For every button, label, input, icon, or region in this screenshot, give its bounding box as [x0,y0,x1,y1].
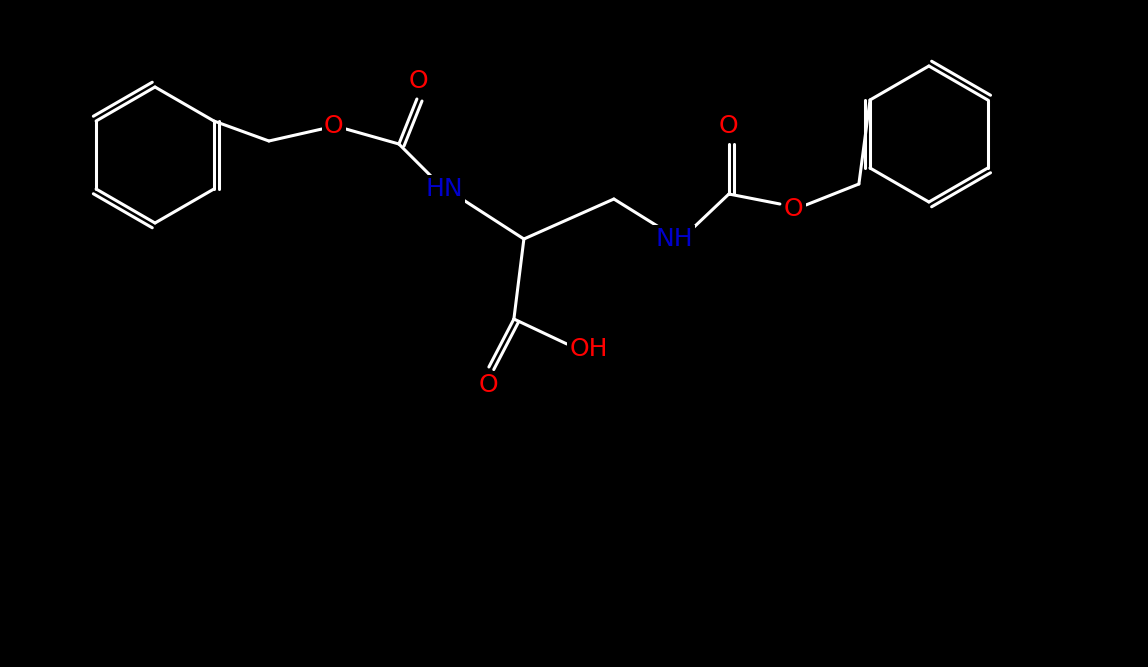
Text: OH: OH [569,337,608,361]
Text: O: O [409,69,428,93]
Text: HN: HN [425,177,463,201]
Text: O: O [784,197,804,221]
Text: O: O [324,114,343,138]
Text: NH: NH [656,227,692,251]
Text: O: O [719,114,738,138]
Text: O: O [479,373,498,397]
